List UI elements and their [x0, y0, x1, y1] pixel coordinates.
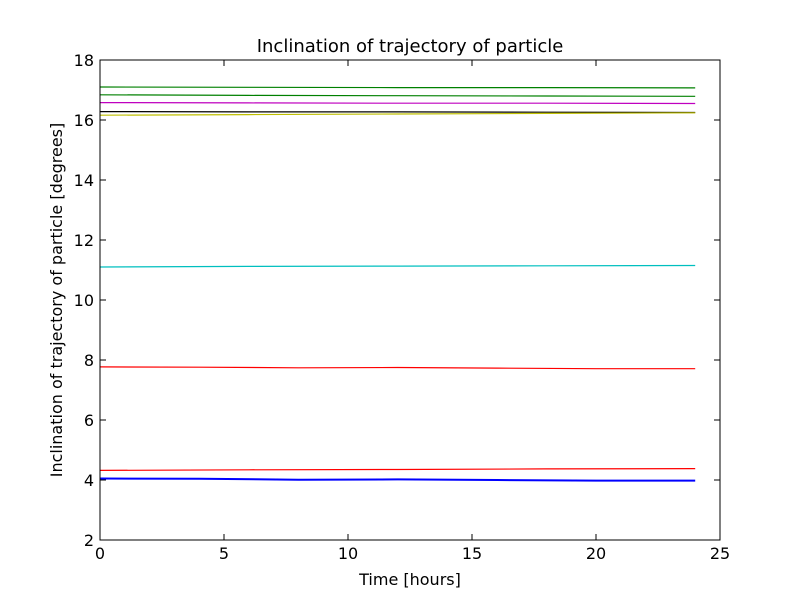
y-axis-label: Inclination of trajectory of particle [d… [47, 123, 66, 478]
series-line-6 [99, 264, 696, 268]
x-tick-label: 0 [95, 544, 105, 563]
y-tick-label: 14 [74, 171, 94, 190]
ticks-layer: 0 5 10 15 20 25 2 4 6 8 10 12 14 16 18 [74, 51, 731, 563]
x-tick-label: 20 [586, 544, 606, 563]
x-tick-label: 10 [338, 544, 358, 563]
y-tick-label: 18 [74, 51, 94, 70]
series-line-1 [99, 86, 696, 89]
series-line-4 [99, 110, 696, 114]
series-line-7 [99, 366, 696, 370]
y-tick-label: 10 [74, 291, 94, 310]
series-line-8 [99, 468, 696, 471]
series-line-5 [99, 112, 696, 116]
y-tick-label: 4 [84, 471, 94, 490]
x-tick-label: 15 [462, 544, 482, 563]
x-tick-label: 25 [710, 544, 730, 563]
chart-title: Inclination of trajectory of particle [257, 36, 564, 57]
series-layer [99, 86, 696, 482]
y-tick-label: 12 [74, 231, 94, 250]
y-tick-label: 16 [74, 111, 94, 130]
y-tick-label: 2 [84, 531, 94, 550]
plot-area-frame [99, 59, 721, 541]
y-tick-label: 8 [84, 351, 94, 370]
series-line-9 [99, 477, 696, 482]
x-tick-label: 5 [219, 544, 229, 563]
series-line-2 [99, 94, 696, 97]
series-line-3 [99, 101, 696, 105]
x-axis-label: Time [hours] [358, 570, 461, 589]
y-tick-label: 6 [84, 411, 94, 430]
